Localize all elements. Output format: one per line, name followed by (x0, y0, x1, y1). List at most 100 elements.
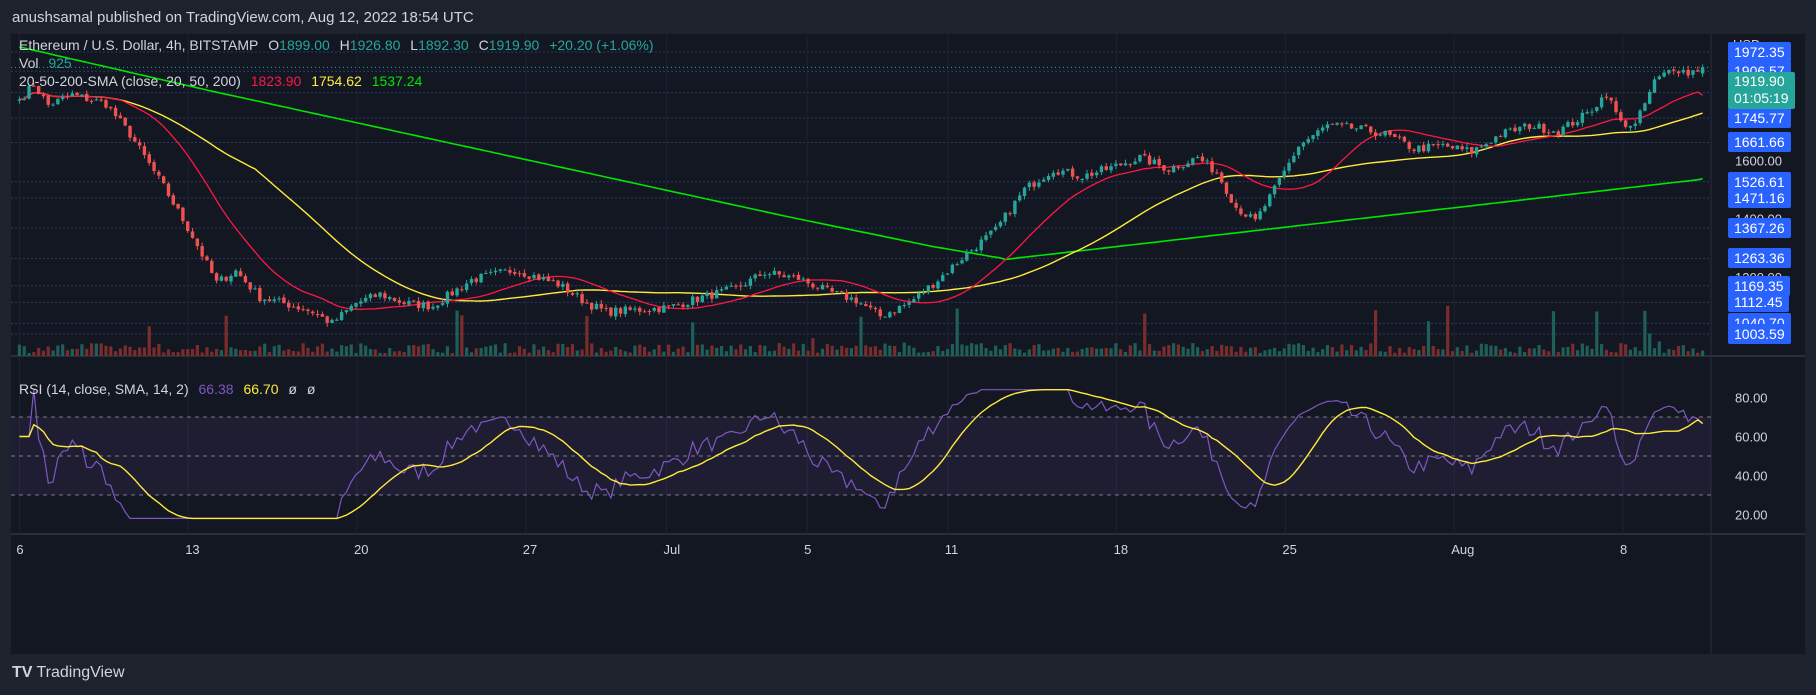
chart-panel[interactable]: 80.0060.0040.0020.001600.001400.001200.0… (11, 34, 1805, 654)
candle-body (1244, 214, 1248, 217)
volume-bar (517, 346, 522, 356)
candle-body (642, 311, 647, 313)
volume-bar (1532, 348, 1536, 356)
candle-body (1094, 172, 1099, 176)
candle-body (1369, 126, 1373, 133)
candle-body (907, 302, 911, 305)
candle-body (1436, 144, 1440, 146)
volume-bar (455, 310, 459, 356)
candle-body (113, 107, 118, 117)
volume-bar (248, 351, 252, 356)
candle-body (811, 283, 815, 288)
volume-bar (37, 347, 41, 356)
volume-bar (306, 347, 310, 356)
candle-body (1248, 214, 1253, 217)
volume-bar (445, 346, 450, 356)
candle-body (1522, 123, 1527, 127)
candle-body (782, 275, 786, 278)
candle-body (1547, 132, 1551, 134)
candle-body (917, 293, 921, 299)
candle-body (1118, 163, 1123, 166)
volume-bar (277, 344, 281, 356)
volume-bar (1354, 350, 1358, 356)
candle-body (777, 271, 781, 275)
candle-body (715, 290, 719, 299)
candle-body (383, 293, 387, 299)
volume-bar (609, 350, 613, 356)
volume-bar (618, 349, 623, 356)
candle-body (690, 296, 695, 305)
volume-bar (354, 352, 358, 356)
chart-canvas[interactable]: 80.0060.0040.0020.001600.001400.001200.0… (11, 34, 1805, 654)
volume-bar (205, 347, 209, 356)
volume-bar (585, 316, 589, 356)
candle-body (1662, 72, 1666, 77)
candle-body (609, 307, 613, 316)
volume-bar (1571, 343, 1575, 356)
volume-bar (1066, 348, 1070, 356)
candle-body (1696, 70, 1700, 72)
volume-bar (950, 344, 954, 356)
candle-body (873, 307, 878, 310)
volume-bar (1037, 344, 1041, 356)
volume-bar (1147, 344, 1152, 356)
candle-body (1412, 149, 1416, 152)
volume-bar (166, 349, 171, 356)
volume-bar (955, 308, 959, 356)
chart-background (11, 34, 1805, 654)
candle-body (695, 296, 700, 302)
tradingview-logo[interactable]: TV TradingView (12, 664, 125, 686)
candle-body (1181, 167, 1185, 169)
volume-bar (94, 343, 98, 356)
volume-bar (123, 345, 127, 356)
candle-body (686, 305, 690, 307)
volume-bar (1436, 349, 1440, 356)
candle-body (1128, 164, 1133, 166)
volume-bar (291, 350, 296, 356)
candle-body (1191, 158, 1195, 165)
volume-bar (1349, 344, 1354, 356)
candle-body (181, 207, 185, 222)
volume-bar (1085, 347, 1089, 356)
volume-bar (633, 345, 637, 356)
candle-body (368, 293, 373, 299)
rsi-tick-label: 60.00 (1735, 430, 1768, 445)
volume-bar (359, 343, 363, 356)
price-level-label: 1526.61 (1728, 171, 1791, 192)
candle-body (614, 307, 618, 317)
volume-bar (1595, 311, 1599, 356)
volume-bar (1614, 352, 1618, 356)
candle-body (325, 316, 329, 323)
volume-bar (628, 352, 632, 356)
candle-body (1349, 123, 1354, 129)
volume-bar (1306, 350, 1310, 356)
candle-body (676, 304, 680, 306)
candle-body (1571, 121, 1575, 126)
candle-body (955, 264, 959, 266)
candle-body (469, 278, 474, 283)
candle-body (974, 249, 979, 252)
candle-body (753, 274, 757, 279)
candle-body (1388, 130, 1392, 135)
volume-bar (1138, 350, 1142, 356)
volume-bar (623, 351, 627, 356)
volume-bar (1032, 345, 1036, 356)
candle-body (460, 289, 464, 291)
volume-bar (224, 315, 228, 356)
sma50-line (19, 91, 1703, 302)
candle-body (161, 176, 166, 184)
candle-body (666, 305, 671, 307)
volume-bar (1027, 349, 1031, 356)
candle-body (94, 99, 99, 101)
volume-bar (566, 346, 570, 356)
volume-bar (873, 346, 878, 356)
publish-info: anushsamal published on TradingView.com,… (12, 9, 474, 26)
candle-body (1686, 69, 1690, 76)
candle-body (1210, 161, 1214, 173)
volume-bar (1619, 343, 1623, 356)
volume-bar (234, 348, 238, 356)
candle-body (1417, 145, 1421, 152)
candle-body (758, 274, 762, 277)
volume-bar (1321, 349, 1325, 356)
volume-bar (214, 348, 219, 356)
